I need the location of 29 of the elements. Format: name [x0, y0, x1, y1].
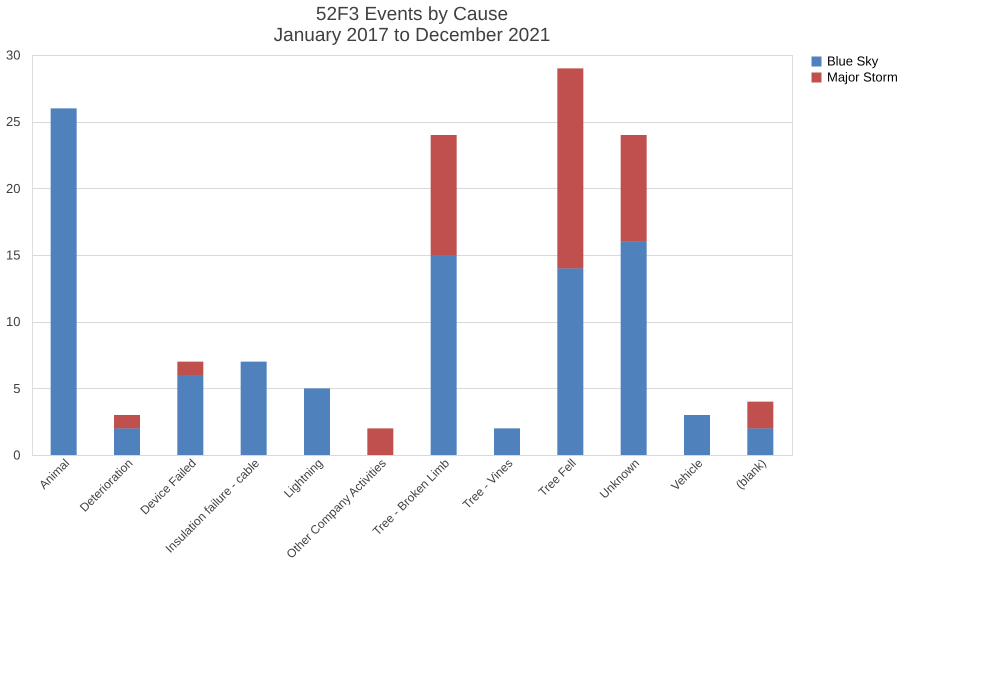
bar: [50, 108, 77, 455]
bar: [557, 268, 584, 455]
y-tick-label: 5: [13, 380, 20, 396]
y-tick-label: 25: [6, 114, 20, 130]
y-tick-label: 20: [6, 180, 20, 196]
bar: [114, 415, 140, 428]
bar: [557, 68, 584, 268]
chart-title: 52F3 Events by Cause January 2017 to December 2021: [274, 4, 550, 46]
legend-label: Major Storm: [827, 70, 898, 84]
bar: [620, 242, 647, 455]
legend-label: Blue Sky: [827, 54, 879, 68]
bar: [177, 375, 204, 455]
y-tick-label: 10: [6, 314, 20, 330]
bar: [430, 135, 457, 255]
bar: [177, 362, 204, 375]
bar: [620, 135, 647, 242]
bar: [367, 428, 394, 455]
bar: [494, 428, 520, 455]
y-tick-label: 0: [13, 448, 20, 462]
bar: [304, 388, 330, 455]
bar: [240, 362, 267, 455]
bar: [684, 415, 710, 455]
bar: [430, 255, 457, 455]
bar: [747, 428, 774, 455]
x-tick-label: Tree Fell: [536, 456, 579, 500]
bar: [747, 402, 774, 428]
bar: [114, 428, 140, 455]
y-tick-label: 30: [6, 48, 20, 62]
y-tick-label: 15: [6, 248, 20, 262]
